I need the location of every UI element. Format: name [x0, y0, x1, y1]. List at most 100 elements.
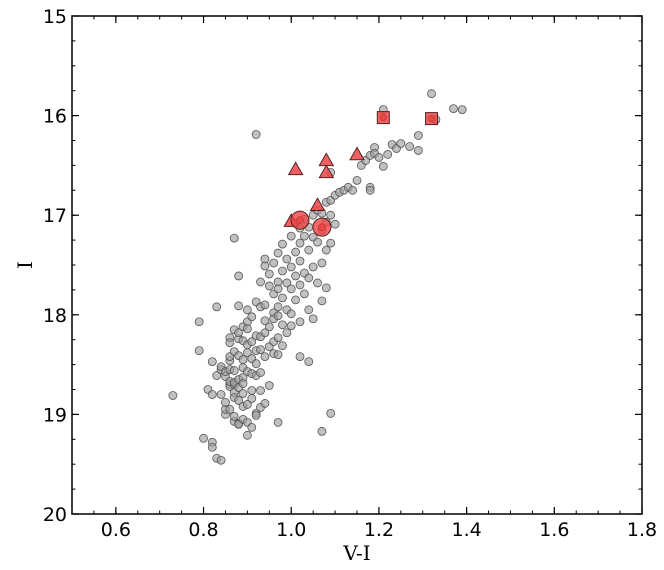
- x-tick-label: 1.2: [364, 519, 394, 541]
- triangle-point: [287, 161, 304, 176]
- data-point: [405, 142, 415, 151]
- data-point: [264, 381, 274, 390]
- data-point: [273, 333, 283, 343]
- data-point: [348, 185, 358, 195]
- plot-frame: [71, 15, 643, 515]
- data-point: [256, 277, 265, 287]
- data-point: [225, 405, 235, 414]
- data-point: [260, 316, 270, 326]
- y-tick-label: 15: [43, 6, 67, 28]
- data-point: [278, 341, 287, 351]
- data-point: [260, 261, 270, 271]
- x-tick-label: 1.0: [276, 519, 306, 541]
- data-point: [234, 301, 244, 311]
- data-point: [238, 355, 248, 365]
- data-point: [295, 317, 305, 327]
- data-point: [256, 368, 265, 377]
- data-point: [238, 389, 248, 398]
- data-point: [207, 390, 217, 399]
- data-point: [286, 284, 296, 294]
- data-point: [269, 258, 279, 268]
- data-point: [242, 324, 252, 334]
- data-point: [278, 266, 287, 276]
- data-point: [242, 305, 252, 315]
- data-point: [365, 185, 375, 195]
- x-tick-label: 1.8: [627, 519, 657, 541]
- data-point: [221, 398, 230, 407]
- data-point: [304, 357, 314, 367]
- data-point: [413, 146, 423, 155]
- data-point: [278, 239, 287, 249]
- data-point: [207, 442, 217, 452]
- data-point: [317, 296, 327, 306]
- data-point: [286, 321, 296, 331]
- data-point: [212, 371, 222, 380]
- data-point: [295, 256, 305, 266]
- y-tick-label: 20: [43, 504, 67, 526]
- triangle-point: [309, 197, 326, 211]
- data-point: [383, 150, 393, 159]
- data-point: [313, 278, 322, 288]
- data-point: [264, 269, 274, 279]
- y-axis-label: I: [13, 261, 37, 269]
- x-tick-label: 0.8: [188, 519, 218, 541]
- data-point: [286, 309, 296, 319]
- data-point: [168, 391, 178, 400]
- data-point: [194, 317, 204, 327]
- data-point: [352, 175, 362, 185]
- x-tick-label: 0.6: [101, 519, 131, 541]
- data-point: [229, 366, 239, 375]
- data-point: [260, 399, 270, 408]
- data-point: [238, 379, 248, 388]
- data-point: [308, 314, 318, 324]
- data-point: [273, 284, 283, 294]
- data-point: [264, 281, 274, 291]
- data-point: [251, 130, 261, 139]
- data-point: [317, 258, 327, 268]
- triangle-point: [318, 164, 335, 179]
- data-point: [242, 348, 252, 358]
- y-tick-label: 17: [43, 205, 67, 227]
- data-point: [247, 312, 257, 322]
- data-point: [304, 245, 314, 255]
- data-point: [264, 322, 274, 332]
- data-point: [278, 293, 287, 303]
- data-point: [273, 417, 283, 427]
- data-point: [291, 295, 301, 305]
- data-point: [291, 247, 301, 257]
- data-point: [326, 238, 336, 248]
- data-point: [427, 89, 436, 99]
- square-inner-point: [428, 115, 435, 122]
- triangle-point: [349, 146, 365, 161]
- data-point: [199, 433, 208, 443]
- data-point: [326, 210, 336, 220]
- data-point: [260, 300, 270, 310]
- data-point: [299, 289, 309, 299]
- data-point: [330, 219, 340, 229]
- data-point: [457, 105, 467, 115]
- ticks-layer: 0.6 0.8 1.0 1.2 1.4 1.6 1.8 15 16 17 18 19 20: [43, 6, 657, 541]
- data-point: [413, 131, 423, 140]
- data-point: [260, 352, 270, 362]
- data-point: [278, 320, 287, 330]
- data-point: [291, 271, 301, 281]
- data-point: [317, 426, 327, 436]
- data-point: [194, 346, 204, 356]
- data-point: [295, 280, 305, 290]
- large-circle-inner-point: [296, 216, 304, 224]
- data-point: [273, 248, 283, 258]
- x-axis-label: V-I: [342, 541, 370, 565]
- data-point: [378, 161, 388, 171]
- data-point: [260, 328, 270, 338]
- data-point: [212, 302, 222, 312]
- data-point: [295, 238, 305, 248]
- data-point: [247, 422, 257, 432]
- data-point: [321, 245, 331, 255]
- square-inner-point: [380, 114, 387, 121]
- triangle-point: [318, 152, 335, 167]
- x-tick-label: 1.6: [539, 519, 569, 541]
- data-point: [273, 302, 283, 312]
- data-point: [242, 430, 252, 440]
- y-tick-label: 19: [43, 404, 67, 426]
